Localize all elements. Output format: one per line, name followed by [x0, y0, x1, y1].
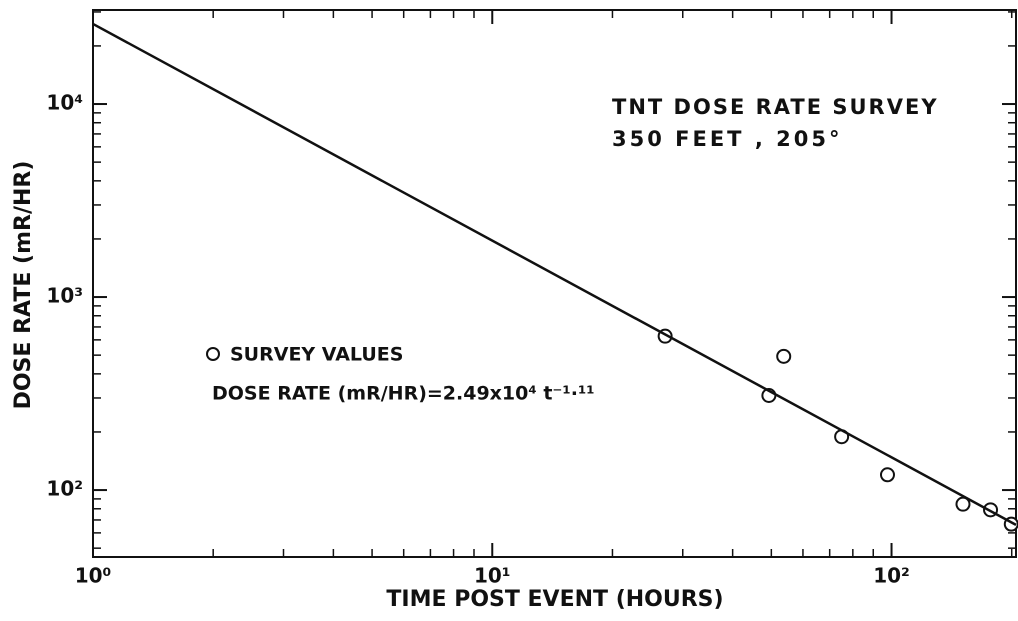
- data-point: [955, 496, 971, 512]
- annotation: 350 FEET , 205°: [612, 127, 842, 151]
- data-point: [879, 467, 895, 483]
- plot-frame: [92, 9, 1017, 558]
- annotation: DOSE RATE (mR/HR)=2.49x10⁴ t⁻¹·¹¹: [212, 383, 595, 405]
- data-point: [776, 348, 792, 364]
- annotation: TNT DOSE RATE SURVEY: [612, 95, 939, 119]
- x-tick-label: 10²: [873, 564, 910, 588]
- y-axis-label: DOSE RATE (mR/HR): [11, 161, 36, 410]
- x-axis-label: TIME POST EVENT (HOURS): [386, 587, 723, 612]
- legend-marker: [206, 347, 220, 361]
- fit-line: [92, 22, 1017, 526]
- x-tick-label: 10¹: [474, 564, 511, 588]
- legend-label: SURVEY VALUES: [230, 344, 403, 366]
- y-tick-label: 10³: [46, 284, 83, 308]
- y-tick-label: 10⁴: [46, 91, 83, 115]
- x-tick-label: 10⁰: [75, 564, 112, 588]
- y-tick-label: 10²: [46, 477, 83, 501]
